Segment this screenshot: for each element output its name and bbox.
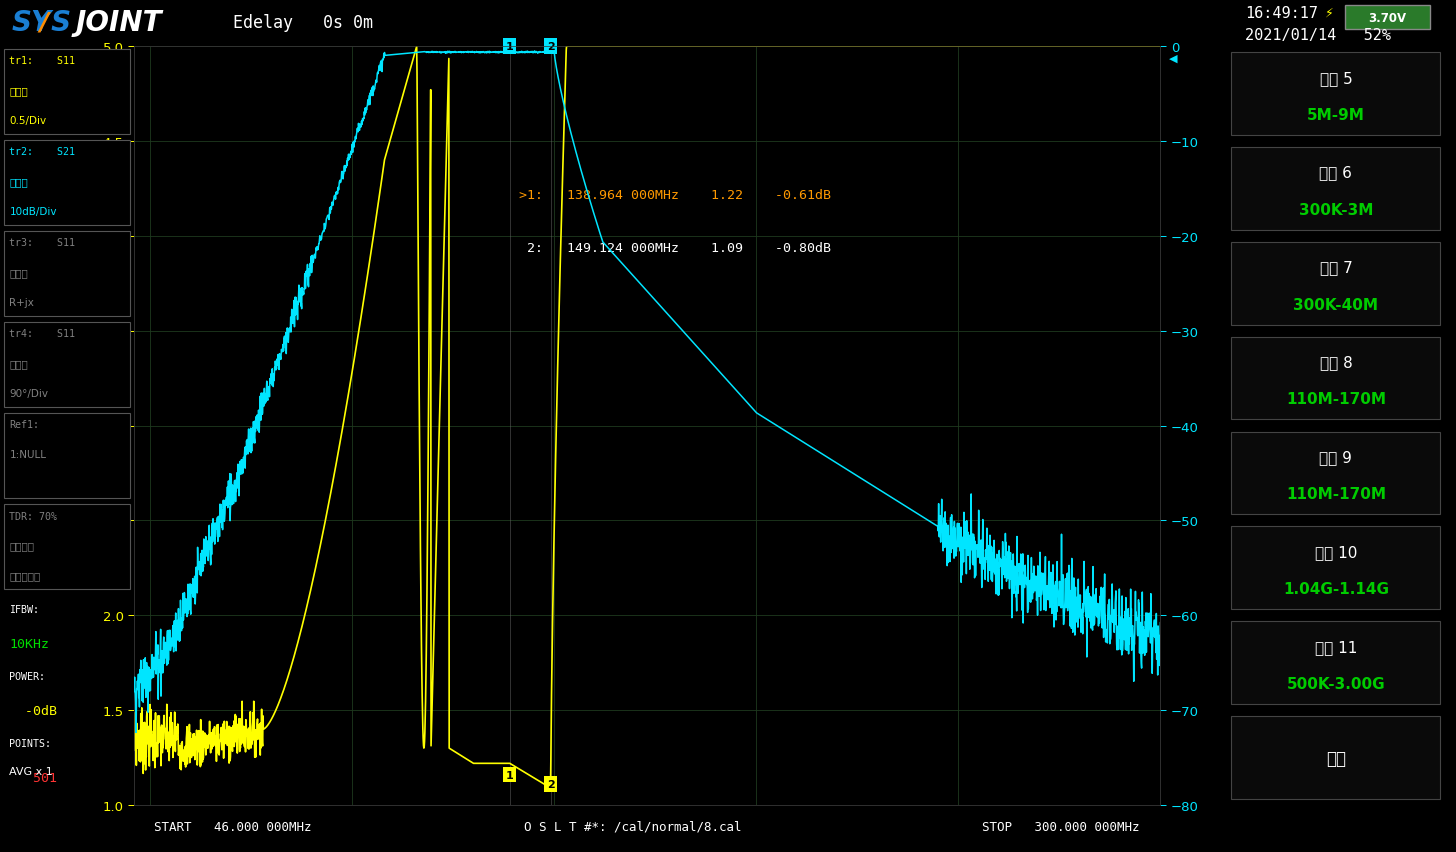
Text: 后退: 后退 [1326,749,1345,767]
Text: 相频图: 相频图 [9,359,28,369]
Text: 回调 8: 回调 8 [1319,355,1353,370]
Text: Ref1:: Ref1: [9,420,39,430]
Text: 史密斯: 史密斯 [9,268,28,278]
Bar [4,505,130,590]
Text: 回调 6: 回调 6 [1319,165,1353,181]
Text: 窗口：正常: 窗口：正常 [9,571,41,581]
Text: tr1:    S11: tr1: S11 [9,56,76,66]
Bar [1232,717,1440,799]
Text: -0dB: -0dB [9,705,57,717]
Bar [1232,53,1440,135]
Text: 300K-3M: 300K-3M [1299,203,1373,217]
Text: Edelay   0s 0m: Edelay 0s 0m [233,14,373,32]
Text: STOP   300.000 000MHz: STOP 300.000 000MHz [983,820,1140,832]
Text: 16:49:17: 16:49:17 [1245,6,1318,20]
Text: 110M-170M: 110M-170M [1286,486,1386,502]
Text: R+jx: R+jx [9,298,35,308]
Text: 2021/01/14   52%: 2021/01/14 52% [1245,27,1390,43]
Text: tr3:    S11: tr3: S11 [9,238,76,248]
Text: 1.04G-1.14G: 1.04G-1.14G [1283,582,1389,596]
Text: /: / [39,10,48,34]
Bar [4,323,130,408]
Text: 501: 501 [9,771,57,784]
Bar [1232,432,1440,515]
Text: 10KHz: 10KHz [9,637,50,651]
Text: 10dB/Div: 10dB/Div [9,207,57,217]
Bar [1232,527,1440,609]
Text: ◀: ◀ [1169,54,1178,64]
Text: 回调 9: 回调 9 [1319,450,1353,465]
Bar [1232,337,1440,420]
Text: tr4:    S11: tr4: S11 [9,329,76,339]
Bar [1232,147,1440,230]
Text: 1: 1 [505,42,514,52]
Text: 110M-170M: 110M-170M [1286,392,1386,407]
Text: AVG x 1: AVG x 1 [9,766,52,776]
Text: SYS: SYS [12,9,71,37]
Bar [4,50,130,135]
FancyBboxPatch shape [1345,6,1430,31]
Text: 90°/Div: 90°/Div [9,389,48,399]
Text: 2: 2 [547,42,555,52]
Text: JOINT: JOINT [76,9,162,37]
Text: >1:   138.964 000MHz    1.22    -0.61dB: >1: 138.964 000MHz 1.22 -0.61dB [518,188,831,202]
Text: 回调 7: 回调 7 [1319,260,1353,275]
Text: tr2:    S21: tr2: S21 [9,147,76,157]
Text: POINTS:: POINTS: [9,738,51,748]
Text: 300K-40M: 300K-40M [1293,297,1379,312]
Text: 5M-9M: 5M-9M [1307,107,1364,123]
Text: 回调 11: 回调 11 [1315,639,1357,654]
Bar [4,141,130,226]
Text: 回调 5: 回调 5 [1319,71,1353,86]
Text: 驻波比: 驻波比 [9,86,28,96]
Bar [4,414,130,498]
Text: 2: 2 [547,780,555,789]
Text: 1: 1 [505,770,514,780]
Text: 3.70V: 3.70V [1369,12,1406,26]
Text: 回调 10: 回调 10 [1315,544,1357,560]
Bar [1232,243,1440,325]
Text: O S L T #*: /cal/normal/8.cal: O S L T #*: /cal/normal/8.cal [524,820,741,832]
Text: POWER:: POWER: [9,671,45,681]
Bar [4,232,130,317]
Text: 幅频图: 幅频图 [9,177,28,187]
Bar [1232,622,1440,705]
Text: 500K-3.00G: 500K-3.00G [1287,676,1385,691]
Text: IFBW:: IFBW: [9,604,39,614]
Text: TDR: 70%: TDR: 70% [9,511,57,521]
Text: 2:   149.124 000MHz    1.09    -0.80dB: 2: 149.124 000MHz 1.09 -0.80dB [518,242,831,255]
Text: START   46.000 000MHz: START 46.000 000MHz [154,820,312,832]
Text: 1:NULL: 1:NULL [9,450,47,460]
Text: 0.5/Div: 0.5/Div [9,116,47,126]
Text: 带通滤波: 带通滤波 [9,541,35,551]
Text: ⚡: ⚡ [1325,7,1334,20]
